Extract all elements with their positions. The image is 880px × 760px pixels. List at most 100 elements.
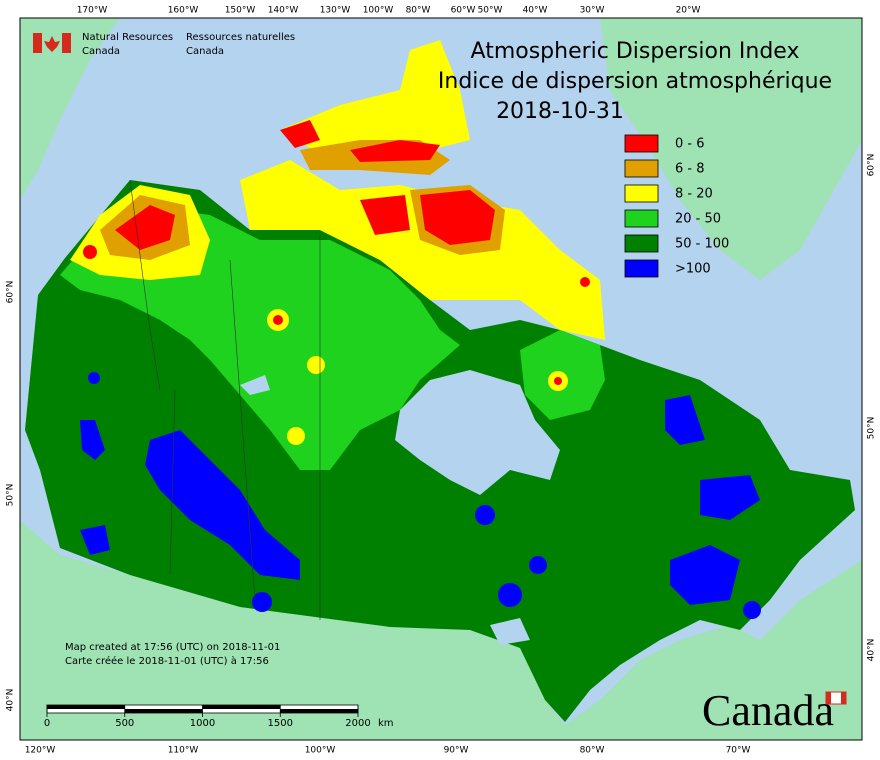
zone-gt100-spot <box>529 556 547 574</box>
zone-8-20-arctic <box>240 160 605 340</box>
legend-swatch <box>624 184 659 203</box>
provincial-boundaries <box>129 179 321 620</box>
longitude-label: 160°W <box>168 6 199 16</box>
longitude-label: 40°W <box>523 6 548 16</box>
zone-8-20-spot <box>307 356 325 374</box>
latitude-label: 40°N <box>6 689 16 712</box>
greenland <box>600 18 862 280</box>
wordmark-flag <box>841 692 846 704</box>
legend-label: 50 - 100 <box>675 237 729 252</box>
scale-label: 500 <box>115 718 134 729</box>
flag-bar <box>33 33 42 53</box>
scale-segment <box>47 705 125 709</box>
latitude-label: 60°N <box>867 154 877 177</box>
legend-swatch <box>624 159 659 178</box>
frame-border <box>19 17 863 741</box>
credit-fr: Carte créée le 2018-11-01 (UTC) à 17:56 <box>65 655 269 667</box>
scale-label: 1000 <box>190 718 215 729</box>
legend-swatch <box>624 134 659 153</box>
longitude-label: 100°W <box>305 746 336 756</box>
lake <box>490 618 530 645</box>
longitude-label: 70°W <box>726 746 751 756</box>
zone-8-20-high-arctic <box>280 40 470 160</box>
title-en: Atmospheric Dispersion Index <box>471 39 800 64</box>
legend-label: 6 - 8 <box>675 162 705 177</box>
zone-gt100-spot <box>252 592 272 612</box>
map-date: 2018-10-31 <box>496 99 624 124</box>
agency-en: Canada <box>82 46 120 57</box>
zone-0-6-a <box>280 120 320 148</box>
zone-gt100-coast <box>80 525 110 555</box>
scale-segment <box>280 709 358 713</box>
scale-segment <box>202 705 281 709</box>
hudson-bay <box>395 370 560 495</box>
agency-fr: Ressources naturelles <box>186 32 295 43</box>
zone-gt100-spot <box>475 505 495 525</box>
legend-swatch <box>624 259 659 278</box>
credit-en: Map created at 17:56 (UTC) on 2018-11-01 <box>65 642 280 653</box>
longitude-label: 20°W <box>676 6 701 16</box>
zone-8-20-spot <box>287 427 305 445</box>
zone-gt100-spot <box>743 601 761 619</box>
legend-label: 8 - 20 <box>675 187 713 202</box>
flag-leaf <box>44 36 60 52</box>
legend: 0 - 6 6 - 8 8 - 20 20 - 50 50 - 100 >100 <box>624 134 729 278</box>
scale-bar: 0 500 1000 1500 2000 km <box>44 704 394 729</box>
legend-label: >100 <box>675 262 711 277</box>
legend-label: 20 - 50 <box>675 212 721 227</box>
agency-en: Natural Resources <box>82 32 173 43</box>
zone-gt100-prairies <box>145 430 300 580</box>
longitude-label: 120°W <box>25 746 56 756</box>
legend-swatch <box>624 234 659 253</box>
title-fr: Indice de dispersion atmosphérique <box>438 69 832 94</box>
zone-gt100-labrador <box>665 395 705 445</box>
scale-label: 1500 <box>268 718 293 729</box>
scale-segment <box>124 709 203 713</box>
zone-0-6-spot <box>554 377 562 385</box>
zone-0-6-c <box>360 195 410 235</box>
zone-gt100-spot <box>88 372 100 384</box>
wordmark: Canada <box>702 686 834 735</box>
graticule-labels: 170°W 160°W 150°W 140°W 130°W 100°W 80°W 60°W 50… <box>6 6 877 756</box>
zone-0-6-spot <box>273 315 283 325</box>
longitude-label: 90°W <box>444 746 469 756</box>
map-frame <box>19 17 863 741</box>
scale-unit: km <box>378 718 394 729</box>
latitude-label: 50°N <box>867 417 877 440</box>
agency-fr: Canada <box>186 46 224 57</box>
zone-gt100-quebec <box>700 475 760 520</box>
flag-bar <box>62 33 71 53</box>
longitude-label: 60°W <box>451 6 476 16</box>
agency-block: Natural Resources Canada Ressources natu… <box>33 32 295 57</box>
longitude-label: 50°W <box>478 6 503 16</box>
zone-gt100-spot <box>498 583 522 607</box>
zone-gt100-bc <box>80 420 105 460</box>
alaska <box>20 18 120 200</box>
scale-label: 0 <box>44 718 50 729</box>
zone-0-6-spot <box>580 277 590 287</box>
latitude-label: 60°N <box>6 281 16 304</box>
zone-0-6-yukon <box>115 205 175 250</box>
longitude-label: 110°W <box>168 746 199 756</box>
longitude-label: 170°W <box>77 6 108 16</box>
lake <box>240 375 270 395</box>
zone-gt100-maritimes <box>670 545 740 605</box>
longitude-label: 80°W <box>580 746 605 756</box>
longitude-label: 100°W <box>363 6 394 16</box>
latitude-label: 40°N <box>867 639 877 662</box>
scale-label: 2000 <box>345 718 370 729</box>
latitude-label: 50°N <box>6 484 16 507</box>
longitude-label: 140°W <box>268 6 299 16</box>
canada-wordmark: Canada <box>702 686 847 735</box>
legend-label: 0 - 6 <box>675 137 705 152</box>
zone-0-6-spot <box>83 245 97 259</box>
longitude-label: 130°W <box>320 6 351 16</box>
longitude-label: 80°W <box>406 6 431 16</box>
zone-0-6-b <box>350 140 440 162</box>
zone-0-6-baffin <box>420 190 495 245</box>
united-states <box>20 520 862 740</box>
legend-swatch <box>624 209 659 228</box>
longitude-label: 150°W <box>225 6 256 16</box>
wordmark-flag <box>826 692 831 704</box>
